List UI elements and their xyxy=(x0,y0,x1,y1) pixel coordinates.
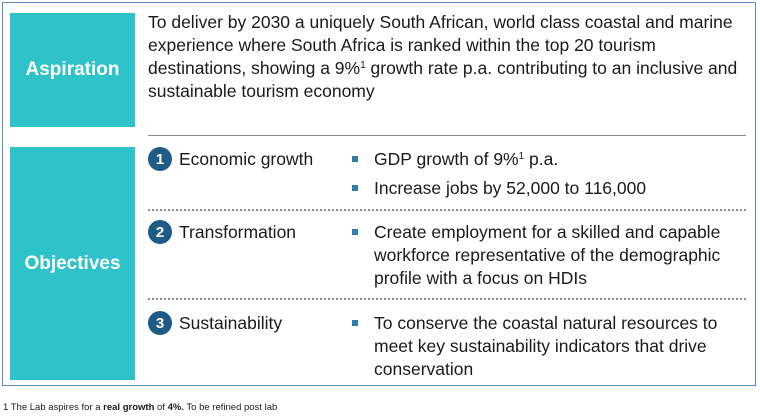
objective-title: Transformation xyxy=(179,221,297,242)
footnote-bold1: real growth xyxy=(103,402,155,413)
aspiration-text-part2: growth rate p.a. contributing to an incl… xyxy=(148,58,738,101)
objective-economic-growth: 1 Economic growth xyxy=(148,147,313,171)
objective-1-bullets: GDP growth of 9%1 p.a. Increase jobs by … xyxy=(352,148,752,200)
footnote: 1 The Lab aspires for a real growth of 4… xyxy=(3,402,277,413)
bullet-item: To conserve the coastal natural resource… xyxy=(352,312,752,381)
objective-title: Economic growth xyxy=(179,148,314,169)
aspiration-footnote-ref: 1 xyxy=(360,60,366,71)
bullet-text-part2: p.a. xyxy=(524,149,559,169)
objective-number-badge: 3 xyxy=(148,311,172,335)
aspiration-text-part1: To deliver by 2030 a uniquely South Afri… xyxy=(148,12,733,78)
aspiration-label-text: Aspiration xyxy=(25,59,120,80)
footnote-part2: of xyxy=(154,402,168,413)
objective-transformation: 2 Transformation xyxy=(148,220,296,244)
bullet-text: Create employment for a skilled and capa… xyxy=(374,222,721,288)
bullet-text: To conserve the coastal natural resource… xyxy=(374,313,718,379)
bullet-footnote-ref: 1 xyxy=(518,151,525,162)
bullet-square-icon xyxy=(352,229,358,235)
bullet-text-part1: GDP growth of 9% xyxy=(374,149,519,169)
dotted-divider xyxy=(148,298,746,300)
content-frame xyxy=(2,2,756,386)
objective-number-badge: 1 xyxy=(148,147,172,171)
bullet-text: GDP growth of 9%1 p.a. xyxy=(374,148,558,171)
aspiration-statement: To deliver by 2030 a uniquely South Afri… xyxy=(148,11,752,103)
bullet-square-icon xyxy=(352,185,358,191)
dotted-divider xyxy=(148,209,746,211)
bullet-item: GDP growth of 9%1 p.a. xyxy=(352,148,752,171)
objective-number-badge: 2 xyxy=(148,220,172,244)
bullet-square-icon xyxy=(352,320,358,326)
bullet-item: Increase jobs by 52,000 to 116,000 xyxy=(352,177,752,200)
bullet-item: Create employment for a skilled and capa… xyxy=(352,221,752,290)
objective-sustainability: 3 Sustainability xyxy=(148,311,282,335)
bullet-text: Increase jobs by 52,000 to 116,000 xyxy=(374,178,647,198)
objective-3-bullets: To conserve the coastal natural resource… xyxy=(352,312,752,381)
objectives-label-text: Objectives xyxy=(24,252,121,274)
objective-2-bullets: Create employment for a skilled and capa… xyxy=(352,221,752,290)
objective-title: Sustainability xyxy=(179,312,283,333)
footnote-part1: 1 The Lab aspires for a xyxy=(3,402,104,413)
footnote-part3: To be refined post lab xyxy=(183,402,278,413)
objectives-label: Objectives xyxy=(10,147,135,380)
aspiration-label: Aspiration xyxy=(10,13,135,127)
bullet-square-icon xyxy=(352,156,358,162)
footnote-bold2: 4%. xyxy=(167,402,184,413)
section-divider xyxy=(148,135,746,136)
